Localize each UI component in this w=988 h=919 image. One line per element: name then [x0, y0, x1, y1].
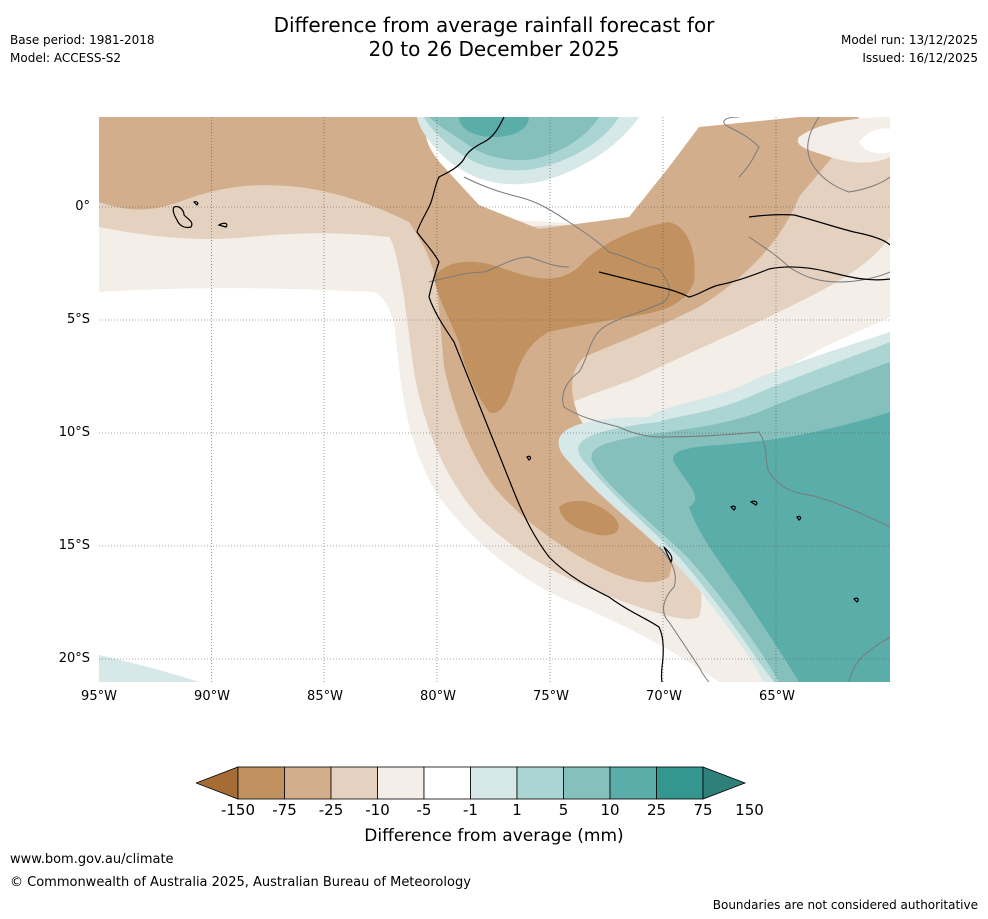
- lat-label-0: 0°: [75, 199, 90, 214]
- meta-right: Model run: 13/12/2025 Issued: 16/12/2025: [841, 31, 978, 67]
- issued-date: Issued: 16/12/2025: [862, 51, 978, 65]
- colorbar-tick-label: 150: [735, 801, 764, 819]
- lon-label-85w: 85°W: [307, 689, 343, 704]
- colorbar-tick-label: -25: [318, 801, 344, 819]
- title-line-2: 20 to 26 December 2025: [368, 37, 620, 61]
- colorbar-segment: [563, 766, 611, 800]
- graticule: [99, 117, 890, 682]
- colorbar-tick-label: 10: [600, 801, 620, 819]
- band-sw-teal: [99, 655, 199, 682]
- footer-copyright: © Commonwealth of Australia 2025, Austra…: [10, 875, 471, 890]
- colorbar-tick-label: 1: [512, 801, 522, 819]
- meta-left: Base period: 1981-2018 Model: ACCESS-S2: [10, 31, 155, 67]
- lon-label-90w: 90°W: [194, 689, 230, 704]
- lat-label-20s: 20°S: [58, 651, 90, 666]
- colorbar-segment: [470, 766, 518, 800]
- band-ne-white: [859, 128, 890, 154]
- lon-label-70w: 70°W: [646, 689, 682, 704]
- colorbar-segment: [656, 766, 704, 800]
- colorbar-tick-label: 25: [646, 801, 667, 819]
- title-line-1: Difference from average rainfall forecas…: [273, 13, 715, 37]
- model-name: Model: ACCESS-S2: [10, 51, 122, 65]
- lon-label-75w: 75°W: [533, 689, 569, 704]
- model-run: Model run: 13/12/2025: [840, 33, 978, 47]
- colorbar-tick-label: -1: [463, 801, 478, 819]
- footer-url: www.bom.gov.au/climate: [10, 852, 174, 867]
- colorbar: [196, 766, 747, 800]
- colorbar-label: Difference from average (mm): [364, 826, 624, 846]
- band-pos25-to-pos75: [673, 412, 890, 682]
- band-neg25-to-neg75-south: [559, 500, 619, 536]
- colorbar-segment: [284, 766, 332, 800]
- lat-label-5s: 5°S: [66, 312, 90, 327]
- band-pos-north-core: [459, 117, 529, 137]
- lon-label-65w: 65°W: [759, 689, 795, 704]
- colorbar-tick-label: -5: [416, 801, 432, 819]
- country-borders: [428, 117, 890, 682]
- colorbar-tick-label: -10: [365, 801, 390, 819]
- lat-label-10s: 10°S: [58, 425, 90, 440]
- footer-disclaimer: Boundaries are not considered authoritat…: [712, 898, 978, 912]
- colorbar-tick-label: 75: [693, 801, 713, 819]
- rainfall-difference-map: [99, 117, 890, 682]
- colorbar-arrow-low: [196, 766, 239, 800]
- colorbar-segment: [377, 766, 425, 800]
- colorbar-segment: [237, 766, 285, 800]
- colorbar-arrow-high: [702, 766, 747, 800]
- colorbar-tick-label: 5: [558, 801, 569, 819]
- colorbar-segment: [516, 766, 564, 800]
- colorbar-segment: [330, 766, 378, 800]
- band-neg25-to-neg75-north: [434, 222, 695, 413]
- colorbar-tick-label: -75: [272, 801, 297, 819]
- coastlines: [172, 117, 890, 682]
- colorbar-tick-label: -150: [220, 801, 256, 819]
- colorbar-segment: [423, 766, 471, 800]
- base-period: Base period: 1981-2018: [10, 33, 155, 47]
- band-ne-light: [797, 117, 890, 163]
- colorbar-segment: [609, 766, 657, 800]
- lat-label-15s: 15°S: [58, 538, 90, 553]
- lon-label-80w: 80°W: [420, 689, 456, 704]
- lon-label-95w: 95°W: [81, 689, 117, 704]
- map-title: Difference from average rainfall forecas…: [0, 13, 988, 61]
